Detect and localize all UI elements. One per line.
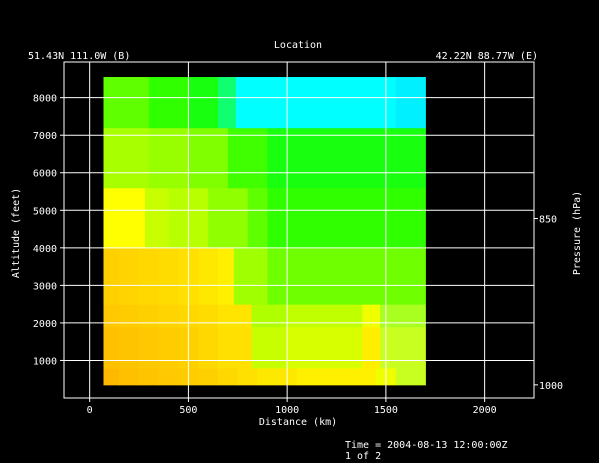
heatmap-cell-48	[247, 187, 268, 249]
heatmap-cell-8	[257, 367, 298, 386]
heatmap-cells	[103, 77, 426, 386]
plot-frame	[63, 61, 535, 399]
heatmap-cell-60	[395, 77, 426, 129]
heatmap-cell-13	[119, 326, 140, 369]
heatmap-cell-51	[148, 127, 189, 189]
heatmap-cell-19	[251, 326, 288, 369]
grid-lines	[64, 62, 534, 398]
heatmap-cell-18	[218, 326, 253, 369]
page-indicator: 1 of 2	[345, 451, 382, 462]
heatmap-cell-32	[362, 304, 381, 328]
heatmap-cell-11	[395, 367, 426, 386]
axis-ticks: 0 500 1000 1500 2000 1000 2000 3000 4000 5000 6000…	[33, 94, 563, 416]
heatmap-cell-56	[148, 77, 189, 129]
heatmap-cell-54	[267, 127, 426, 189]
heatmap-cell-43	[103, 187, 120, 249]
heatmap-cell-49	[267, 187, 426, 249]
heatmap-cell-21	[362, 326, 381, 369]
heatmap-cell-1	[119, 367, 140, 386]
heatmap-cell-53	[227, 127, 268, 189]
y-tick-label: 6000	[33, 169, 57, 180]
heatmap-cell-42	[267, 247, 426, 305]
x-tick-label: 0	[87, 405, 93, 416]
heatmap-cell-55	[103, 77, 150, 129]
heatmap-cell-33	[379, 304, 426, 328]
heatmap-cell-39	[198, 247, 219, 305]
heatmap-cell-2	[139, 367, 160, 386]
heatmap-cell-29	[218, 304, 253, 328]
heatmap-cell-26	[158, 304, 180, 328]
heatmap-cell-14	[139, 326, 160, 369]
y-tick-label: 1000	[33, 356, 57, 367]
left-location-label: 51.43N 111.0W (B)	[28, 51, 130, 62]
x-tick-label: 1000	[275, 405, 299, 416]
heatmap-cell-58	[218, 77, 237, 129]
x-axis-label: Distance (km)	[259, 417, 337, 428]
heatmap-cell-15	[158, 326, 180, 369]
heatmap-cell-17	[198, 326, 219, 369]
pressure-axis-label: Pressure (hPa)	[572, 191, 583, 275]
heatmap-cell-34	[103, 247, 120, 305]
y-tick-label: 4000	[33, 244, 57, 255]
heatmap-cell-12	[103, 326, 120, 369]
heatmap-cell-37	[158, 247, 180, 305]
heatmap-cell-50	[103, 127, 150, 189]
y-tick-label: 8000	[33, 94, 57, 105]
heatmap-cell-24	[119, 304, 140, 328]
x-tick-label: 1500	[374, 405, 398, 416]
heatmap-cell-59	[235, 77, 397, 129]
y-tick-label: 7000	[33, 131, 57, 142]
y-axis-label: Altitude (feet)	[11, 188, 22, 278]
y-tick-label: 2000	[33, 319, 57, 330]
heatmap-cell-41	[233, 247, 268, 305]
heatmap-cell-57	[188, 77, 219, 129]
pressure-tick-label: 1000	[539, 381, 563, 392]
heatmap-cell-30	[251, 304, 288, 328]
heatmap-cell-47	[208, 187, 249, 249]
heatmap-cell-22	[379, 326, 426, 369]
heatmap-cell-0	[103, 367, 120, 386]
x-tick-label: 500	[179, 405, 197, 416]
heatmap-cell-28	[198, 304, 219, 328]
heatmap-cell-35	[119, 247, 140, 305]
heatmap-cell-23	[103, 304, 120, 328]
heatmap-cell-36	[139, 247, 160, 305]
heatmap-cell-40	[218, 247, 235, 305]
heatmap-cell-6	[218, 367, 239, 386]
heatmap-cell-7	[237, 367, 259, 386]
right-location-label: 42.22N 88.77W (E)	[436, 51, 538, 62]
heatmap-cell-5	[198, 367, 219, 386]
heatmap-cell-25	[139, 304, 160, 328]
heatmap-cell-3	[158, 367, 180, 386]
y-tick-label: 5000	[33, 206, 57, 217]
pressure-tick-label: 850	[539, 215, 557, 226]
heatmap-cell-45	[144, 187, 170, 249]
y-tick-label: 3000	[33, 281, 57, 292]
heatmap-cell-20	[287, 326, 363, 369]
chart-title: Location	[274, 40, 322, 51]
heatmap-cell-9	[297, 367, 377, 386]
heatmap-cell-52	[188, 127, 229, 189]
heatmap-cell-31	[287, 304, 363, 328]
time-label: Time = 2004-08-13 12:00:00Z	[345, 440, 508, 451]
x-tick-label: 2000	[473, 405, 497, 416]
heatmap-cell-44	[119, 187, 146, 249]
